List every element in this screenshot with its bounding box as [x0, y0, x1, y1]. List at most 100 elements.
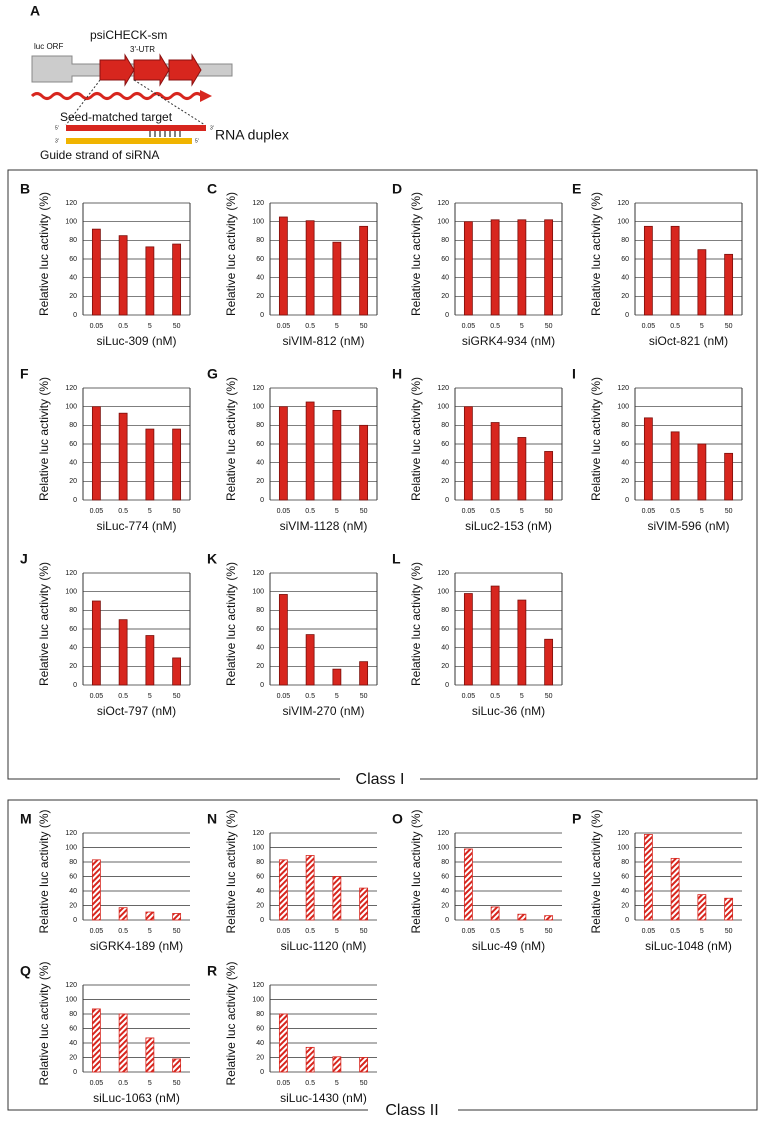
- x-tick-label: 50: [725, 323, 733, 330]
- y-tick-label: 120: [437, 570, 449, 577]
- base-pairs: [149, 131, 181, 137]
- y-tick-label: 0: [445, 497, 449, 504]
- bar: [278, 1013, 288, 1073]
- three-prime: 3': [210, 125, 214, 131]
- plasmid-title: psiCHECK-sm: [90, 28, 167, 42]
- y-tick-label: 120: [617, 200, 629, 207]
- y-tick-label: 40: [441, 888, 449, 895]
- x-tick-label: 0.05: [462, 693, 476, 700]
- three-prime: 3': [55, 138, 59, 144]
- x-tick-label: 5: [700, 928, 704, 935]
- group-label: Class II: [385, 1102, 438, 1119]
- bar: [359, 887, 369, 921]
- y-axis-label: Relative luc activity (%): [224, 192, 238, 316]
- y-tick-label: 120: [65, 830, 77, 837]
- y-tick-label: 120: [252, 830, 264, 837]
- y-tick-label: 80: [621, 237, 629, 244]
- panel-letter: D: [392, 181, 402, 197]
- x-axis-label: siLuc-309 (nM): [96, 334, 176, 348]
- y-tick-label: 60: [621, 873, 629, 880]
- bar: [697, 443, 707, 501]
- bar: [145, 428, 155, 501]
- x-tick-label: 50: [360, 1080, 368, 1087]
- bar: [332, 409, 342, 501]
- y-tick-label: 80: [256, 237, 264, 244]
- bar: [91, 1008, 101, 1073]
- x-tick-label: 50: [545, 323, 553, 330]
- y-tick-label: 40: [69, 1040, 77, 1047]
- bar: [305, 401, 315, 501]
- y-tick-label: 80: [441, 237, 449, 244]
- mrna-head: [200, 90, 212, 102]
- y-tick-label: 80: [441, 859, 449, 866]
- bar: [91, 600, 101, 686]
- y-tick-label: 80: [69, 607, 77, 614]
- bar: [359, 424, 369, 501]
- bar: [463, 221, 473, 316]
- y-tick-label: 80: [621, 859, 629, 866]
- bar: [643, 225, 653, 316]
- guide-label: Guide strand of siRNA: [40, 148, 159, 162]
- y-tick-label: 80: [256, 607, 264, 614]
- x-tick-label: 50: [360, 323, 368, 330]
- y-tick-label: 60: [621, 256, 629, 263]
- x-axis-label: siOct-797 (nM): [97, 704, 176, 718]
- x-tick-label: 50: [173, 928, 181, 935]
- y-tick-label: 40: [256, 888, 264, 895]
- bar: [145, 246, 155, 316]
- x-tick-label: 0.05: [90, 1080, 104, 1087]
- y-tick-label: 120: [252, 385, 264, 392]
- y-tick-label: 100: [252, 219, 264, 226]
- x-tick-label: 0.05: [462, 508, 476, 515]
- x-tick-label: 0.05: [462, 323, 476, 330]
- panel-letter: N: [207, 811, 217, 827]
- y-axis-label: Relative luc activity (%): [409, 192, 423, 316]
- y-tick-label: 100: [252, 589, 264, 596]
- y-tick-label: 20: [441, 478, 449, 485]
- x-tick-label: 0.5: [305, 693, 315, 700]
- y-tick-label: 40: [621, 888, 629, 895]
- y-axis-label: Relative luc activity (%): [409, 562, 423, 686]
- bar: [172, 657, 182, 686]
- y-tick-label: 0: [625, 917, 629, 924]
- y-tick-label: 0: [260, 682, 264, 689]
- bar: [91, 406, 101, 501]
- y-axis-label: Relative luc activity (%): [589, 377, 603, 501]
- x-axis-label: siLuc-1063 (nM): [93, 1091, 180, 1105]
- x-axis-label: siVIM-812 (nM): [282, 334, 364, 348]
- y-tick-label: 120: [65, 385, 77, 392]
- bar: [517, 437, 527, 501]
- x-tick-label: 0.5: [118, 1080, 128, 1087]
- y-tick-label: 120: [617, 830, 629, 837]
- panel-letter: E: [572, 181, 581, 197]
- y-tick-label: 80: [69, 422, 77, 429]
- bar: [670, 225, 680, 316]
- bar: [670, 431, 680, 501]
- panel-letter: J: [20, 551, 28, 567]
- panel-letter: L: [392, 551, 401, 567]
- luc-label: luc ORF: [34, 42, 63, 51]
- x-axis-label: siLuc-1430 (nM): [280, 1091, 367, 1105]
- panel-letter: Q: [20, 963, 31, 979]
- x-tick-label: 0.5: [490, 508, 500, 515]
- x-tick-label: 0.05: [90, 508, 104, 515]
- panel-letter: G: [207, 366, 218, 382]
- bar: [359, 225, 369, 316]
- x-tick-label: 0.5: [670, 508, 680, 515]
- target-strand: [66, 125, 206, 131]
- x-tick-label: 50: [173, 1080, 181, 1087]
- y-tick-label: 40: [441, 645, 449, 652]
- y-tick-label: 100: [252, 404, 264, 411]
- x-axis-label: siVIM-1128 (nM): [280, 519, 368, 533]
- bar: [278, 216, 288, 316]
- x-axis-label: siLuc-1048 (nM): [645, 939, 732, 953]
- y-tick-label: 120: [617, 385, 629, 392]
- panel-letter: I: [572, 366, 576, 382]
- y-tick-label: 60: [256, 1025, 264, 1032]
- bar: [490, 585, 500, 686]
- bar: [697, 894, 707, 921]
- x-tick-label: 50: [173, 693, 181, 700]
- target-label: Seed-matched target: [60, 110, 173, 124]
- bar: [305, 220, 315, 316]
- panel-letter: B: [20, 181, 30, 197]
